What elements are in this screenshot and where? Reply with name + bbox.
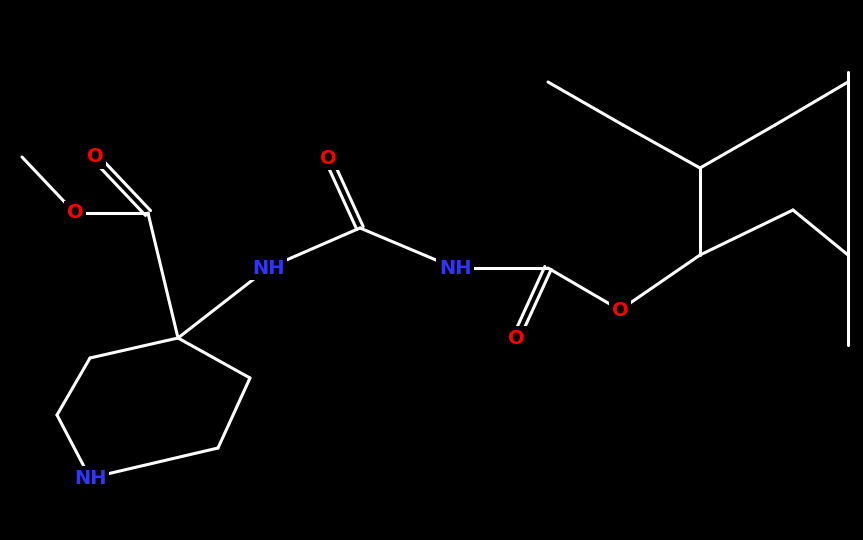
- Text: NH: NH: [438, 259, 471, 278]
- Text: O: O: [86, 147, 104, 166]
- Text: NH: NH: [252, 259, 284, 278]
- Text: O: O: [507, 328, 525, 348]
- Text: NH: NH: [73, 469, 106, 488]
- Text: O: O: [612, 300, 628, 320]
- Text: O: O: [66, 204, 84, 222]
- Text: O: O: [319, 148, 337, 167]
